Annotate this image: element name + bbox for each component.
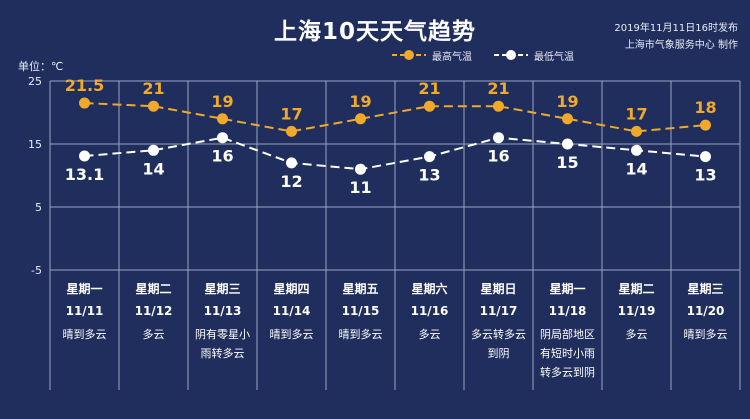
- day-column: 星期六 11/16 多云: [395, 275, 464, 344]
- data-label-high: 19: [349, 92, 371, 111]
- date-label: 11/19: [617, 304, 656, 318]
- publish-info: 2019年11月11日16时发布 上海市气象服务中心 制作: [614, 20, 738, 54]
- data-label-high: 18: [694, 98, 716, 117]
- publisher: 上海市气象服务中心 制作: [624, 40, 738, 51]
- day-column: 星期日 11/17 多云转多云到阴: [464, 275, 533, 363]
- data-label-high: 17: [280, 104, 302, 123]
- y-tick-label: 15: [28, 138, 42, 151]
- weather-label: 晴到多云: [62, 328, 107, 341]
- date-label: 11/15: [341, 304, 380, 318]
- y-tick-label: 25: [28, 75, 42, 88]
- data-label-high: 21: [487, 79, 509, 98]
- day-column: 星期一 11/11 晴到多云: [50, 275, 119, 344]
- data-label-low: 16: [487, 147, 509, 166]
- point-low: [79, 150, 90, 162]
- date-label: 11/20: [686, 304, 725, 318]
- series-line-low: [84, 136, 706, 171]
- weekday-label: 星期一: [549, 282, 586, 296]
- point-high: [424, 100, 435, 112]
- data-label-high: 17: [625, 104, 647, 123]
- legend-item-low: 最低气温: [494, 48, 574, 63]
- date-label: 11/17: [479, 304, 518, 318]
- point-low: [148, 144, 159, 156]
- point-high: [493, 100, 504, 112]
- weather-label: 多云: [625, 328, 648, 341]
- point-low: [631, 144, 642, 156]
- date-label: 11/16: [410, 304, 449, 318]
- data-label-high: 19: [211, 92, 233, 111]
- y-tick-label: -5: [31, 264, 42, 277]
- legend-high-label: 最高气温: [432, 51, 472, 63]
- weather-label: 多云: [418, 328, 441, 341]
- weather-label: 晴到多云: [269, 328, 314, 341]
- point-high: [355, 113, 366, 125]
- weekday-label: 星期二: [135, 282, 172, 296]
- weekday-label: 星期日: [480, 282, 517, 296]
- day-column: 星期四 11/14 晴到多云: [257, 275, 326, 344]
- data-label-high: 21: [142, 79, 164, 98]
- point-low: [562, 138, 573, 150]
- day-column: 星期二 11/19 多云: [602, 275, 671, 344]
- point-high: [700, 119, 711, 131]
- data-label-low: 13: [694, 166, 716, 185]
- weekday-label: 星期六: [411, 282, 448, 296]
- day-column: 星期五 11/15 晴到多云: [326, 275, 395, 344]
- weekday-label: 星期三: [204, 282, 241, 296]
- date-label: 11/11: [65, 304, 104, 318]
- legend-item-high: 最高气温: [392, 48, 472, 63]
- point-high: [631, 125, 642, 137]
- weather-label: 阴局部地区有短时小雨转多云到阴: [540, 328, 595, 379]
- date-label: 11/14: [272, 304, 311, 318]
- weather-label: 晴到多云: [338, 328, 383, 341]
- weekday-label: 星期三: [687, 282, 724, 296]
- point-low: [217, 132, 228, 144]
- data-label-low: 13.1: [65, 165, 104, 184]
- legend-low-label: 最低气温: [534, 51, 574, 63]
- chart-title: 上海10天天气趋势: [273, 19, 476, 45]
- point-high: [148, 100, 159, 112]
- day-column: 星期三 11/20 晴到多云: [671, 275, 740, 344]
- legend: 最高气温 最低气温: [392, 47, 574, 63]
- point-low: [493, 132, 504, 144]
- weather-label: 晴到多云: [683, 328, 728, 341]
- weekday-label: 星期五: [342, 282, 379, 296]
- unit-label: 单位：℃: [18, 60, 64, 73]
- point-low: [355, 163, 366, 175]
- data-label-low: 14: [625, 159, 647, 178]
- point-low: [700, 151, 711, 163]
- series-line-high: [84, 102, 706, 133]
- data-label-low: 15: [556, 153, 578, 172]
- weekday-label: 星期二: [618, 282, 655, 296]
- data-label-low: 11: [349, 178, 371, 197]
- date-label: 11/18: [548, 304, 587, 318]
- point-high: [562, 113, 573, 125]
- data-label-high: 21.5: [65, 76, 104, 95]
- weather-label: 多云: [142, 328, 165, 341]
- point-high: [79, 97, 90, 109]
- point-high: [286, 125, 297, 137]
- day-column: 星期二 11/12 多云: [119, 275, 188, 344]
- date-label: 11/13: [203, 304, 242, 318]
- point-high: [217, 113, 228, 125]
- data-label-low: 14: [142, 159, 164, 178]
- day-column: 星期一 11/18 阴局部地区有短时小雨转多云到阴: [533, 275, 602, 382]
- weekday-label: 星期一: [66, 282, 103, 296]
- legend-high-marker: [392, 50, 426, 60]
- weather-label: 多云转多云到阴: [471, 328, 526, 360]
- data-label-high: 21: [418, 79, 440, 98]
- data-label-low: 13: [418, 166, 440, 185]
- y-tick-label: 5: [35, 201, 42, 214]
- point-low: [286, 157, 297, 169]
- legend-low-marker: [494, 50, 528, 60]
- data-label-low: 12: [280, 172, 302, 191]
- weather-label: 阴有零星小雨转多云: [195, 328, 250, 360]
- weekday-label: 星期四: [273, 282, 310, 296]
- data-label-high: 19: [556, 92, 578, 111]
- day-column: 星期三 11/13 阴有零星小雨转多云: [188, 275, 257, 363]
- data-label-low: 16: [211, 147, 233, 166]
- publish-time: 2019年11月11日16时发布: [614, 23, 738, 34]
- point-low: [424, 151, 435, 163]
- date-label: 11/12: [134, 304, 173, 318]
